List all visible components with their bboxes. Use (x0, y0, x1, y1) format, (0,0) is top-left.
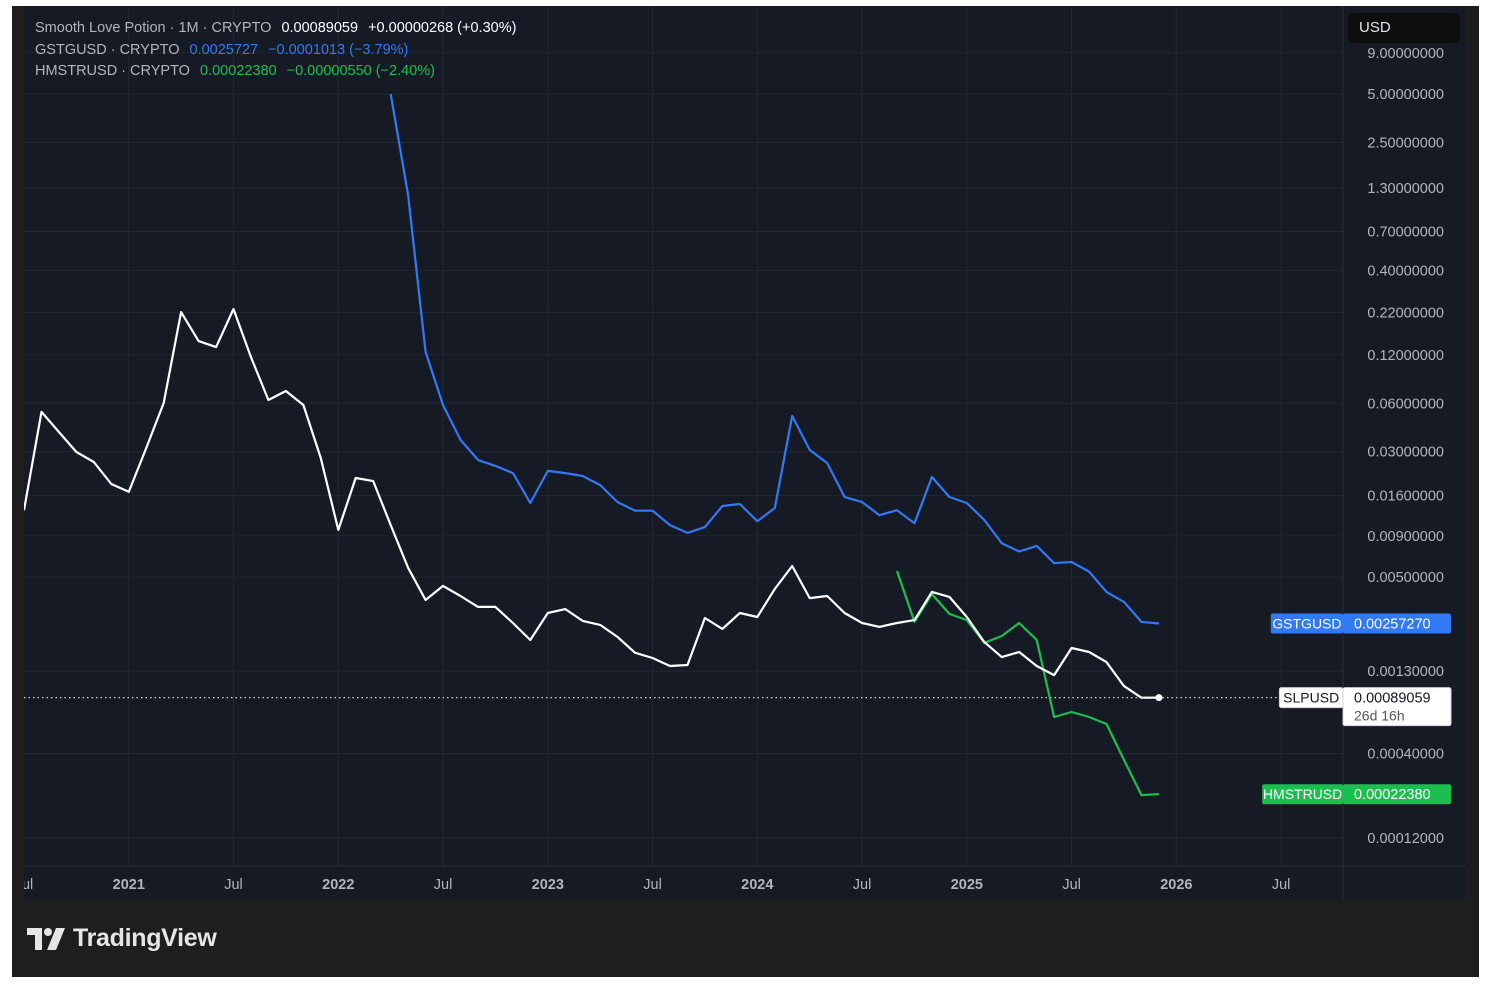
last-price-dot (1155, 694, 1163, 702)
legend-symbol: Smooth Love Potion · 1M · CRYPTO (35, 20, 272, 36)
price-tag-symbol: HMSTRUSD (1263, 786, 1342, 802)
y-axis-tick-label: 0.70000000 (1367, 224, 1444, 240)
series-line-hmstrusd[interactable] (895, 570, 1159, 797)
y-axis-tick-label: 5.00000000 (1367, 87, 1444, 103)
price-tag-value: 0.00022380 (1354, 787, 1431, 803)
x-axis-tick-label: 2025 (951, 877, 983, 893)
x-axis-tick-label: 2023 (532, 877, 564, 893)
x-axis-tick-label: 2026 (1160, 877, 1192, 893)
y-axis-tick-label: 0.00040000 (1367, 747, 1444, 763)
series-line-gstgusd[interactable] (389, 93, 1160, 625)
legend-symbol: GSTGUSD · CRYPTO (35, 41, 180, 58)
x-axis-tick-label: 2024 (741, 877, 773, 893)
price-tag-value: 0.00257270 (1354, 616, 1431, 632)
currency-selector[interactable]: USD (1348, 13, 1460, 43)
x-axis-tick-label: Jul (434, 877, 453, 893)
legend-change: −0.0001013 (−3.79%) (268, 41, 409, 58)
y-axis-tick-label: 0.01600000 (1367, 489, 1444, 505)
legend-row-slp: Smooth Love Potion · 1M · CRYPTO 0.00089… (35, 18, 522, 40)
price-tag-symbol: GSTGUSD (1272, 615, 1341, 631)
x-axis-tick-label: Jul (1272, 877, 1291, 893)
y-axis-tick-label: 0.22000000 (1367, 305, 1444, 321)
brand-name: TradingView (73, 924, 217, 952)
x-axis-tick-label: Jul (643, 877, 662, 893)
price-tag-symbol-bg (1262, 784, 1343, 805)
price-tag-value: 0.00089059 (1354, 691, 1431, 707)
legend-change: −0.00000550 (−2.40%) (286, 63, 435, 79)
tradingview-logo[interactable]: TradingView (27, 924, 217, 953)
series-line-slpusd[interactable] (24, 307, 1159, 699)
x-axis-tick-label: Jul (853, 877, 872, 893)
tradingview-logo-icon (27, 927, 65, 950)
legend-change: +0.00000268 (+0.30%) (368, 20, 517, 36)
y-axis-tick-label: 0.00130000 (1367, 664, 1444, 680)
x-axis-tick-label: Jul (15, 877, 34, 893)
legend-value: 0.00089059 (281, 20, 359, 36)
legend: Smooth Love Potion · 1M · CRYPTO 0.00089… (35, 18, 522, 83)
y-axis-tick-label: 0.00500000 (1367, 570, 1444, 586)
y-axis-tick-label: 0.12000000 (1367, 348, 1444, 364)
y-axis-tick-label: 0.03000000 (1367, 445, 1444, 461)
x-axis-tick-label: 2022 (322, 877, 354, 893)
chart-background (24, 6, 1465, 900)
legend-row-gst: GSTGUSD · CRYPTO 0.0025727 −0.0001013 (−… (35, 40, 522, 62)
y-axis-tick-label: 0.00012000 (1367, 831, 1444, 847)
price-tag-value-bg (1343, 613, 1451, 634)
price-tag-value-bg (1343, 784, 1451, 805)
legend-value: 0.0025727 (189, 41, 259, 58)
y-axis-tick-label: 0.06000000 (1367, 396, 1444, 412)
legend-row-hmstr: HMSTRUSD · CRYPTO 0.00022380 −0.00000550… (35, 61, 522, 83)
y-axis-tick-label: 2.50000000 (1367, 135, 1444, 151)
price-tag-symbol: SLPUSD (1283, 690, 1339, 706)
price-tag-countdown: 26d 16h (1354, 708, 1405, 724)
legend-value: 0.00022380 (199, 63, 277, 79)
y-axis-tick-label: 0.00900000 (1367, 529, 1444, 545)
price-tag-symbol-bg (1270, 613, 1343, 634)
y-axis-tick-label: 0.40000000 (1367, 264, 1444, 280)
price-tag-value-bg (1342, 687, 1452, 727)
y-axis-tick-label: 9.00000000 (1367, 46, 1444, 62)
x-axis-tick-label: 2021 (113, 877, 145, 893)
x-axis-tick-label: Jul (1062, 877, 1081, 893)
x-axis-tick-label: Jul (224, 877, 243, 893)
y-axis-tick-label: 1.30000000 (1367, 181, 1444, 197)
legend-symbol: HMSTRUSD · CRYPTO (35, 63, 190, 79)
